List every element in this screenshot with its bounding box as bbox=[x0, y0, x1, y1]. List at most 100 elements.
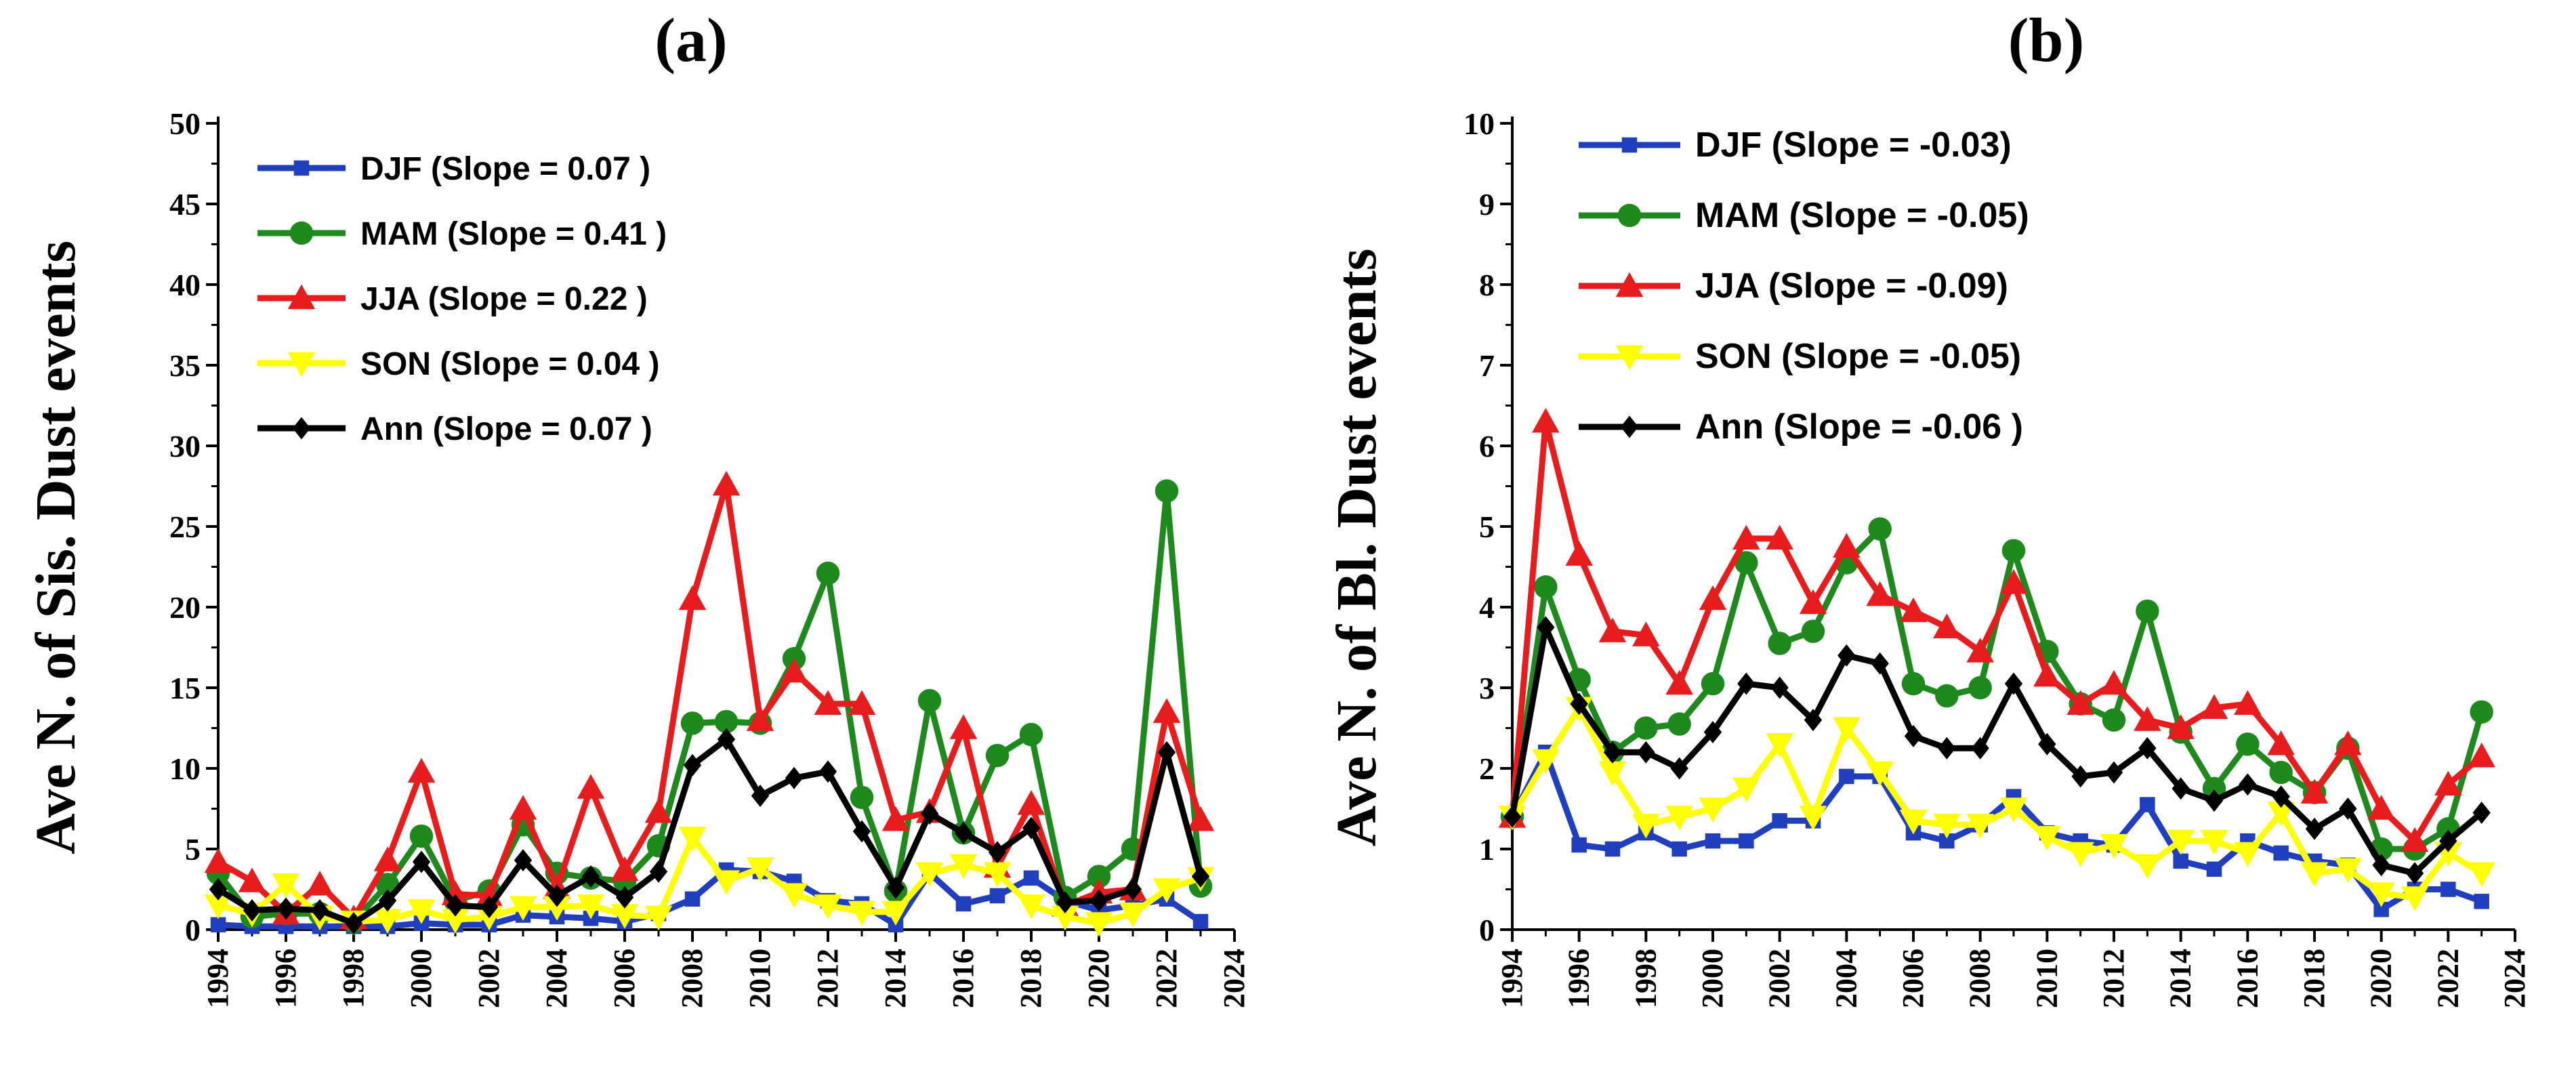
x-tick-label: 2010 bbox=[743, 949, 776, 1008]
data-point-ann bbox=[1837, 644, 1856, 667]
data-point-son bbox=[2367, 882, 2395, 907]
data-point-mam bbox=[1701, 671, 1725, 696]
data-point-jja bbox=[949, 714, 978, 739]
data-point-son bbox=[983, 862, 1012, 887]
data-point-son bbox=[1833, 717, 1861, 742]
data-point-ann bbox=[683, 753, 702, 777]
panel-a-y-axis-label: Ave N. of Sis. Dust events bbox=[24, 241, 87, 854]
data-point-ann bbox=[1123, 878, 1142, 901]
data-point-mam bbox=[1087, 865, 1111, 888]
legend-swatch-marker bbox=[1617, 203, 1642, 228]
data-point-djf bbox=[2140, 797, 2155, 812]
y-tick-label: 5 bbox=[1479, 510, 1495, 544]
data-point-jja bbox=[509, 795, 537, 820]
data-point-ann bbox=[276, 897, 295, 920]
y-tick-label: 0 bbox=[1479, 913, 1495, 947]
data-point-son bbox=[2134, 854, 2161, 880]
data-point-mam bbox=[714, 709, 739, 734]
data-point-djf bbox=[2440, 882, 2456, 897]
data-point-ann bbox=[1537, 616, 1555, 639]
y-tick-label: 25 bbox=[169, 510, 201, 544]
legend-swatch-marker bbox=[289, 221, 314, 245]
data-point-ann bbox=[818, 760, 837, 783]
legend-entry-jja: JJA (Slope = 0.22 ) bbox=[257, 281, 648, 317]
x-tick-label: 2012 bbox=[2097, 949, 2130, 1008]
legend-entry-ann: Ann (Slope = -0.06 ) bbox=[1579, 407, 2023, 447]
x-tick-label: 2024 bbox=[1218, 949, 1251, 1008]
data-point-jja bbox=[1866, 581, 1894, 606]
data-point-son bbox=[1999, 798, 2028, 823]
data-point-son bbox=[1966, 814, 1994, 839]
x-tick-label: 2006 bbox=[1896, 949, 1930, 1008]
legend-swatch-marker bbox=[293, 160, 310, 176]
legend-swatch-marker bbox=[287, 352, 316, 377]
data-point-jja bbox=[1152, 698, 1181, 723]
legend-label: JJA (Slope = -0.09) bbox=[1695, 266, 2008, 306]
data-point-son bbox=[712, 870, 741, 895]
data-point-djf bbox=[1604, 841, 1621, 857]
data-point-son bbox=[577, 894, 605, 919]
legend-entry-son: SON (Slope = -0.05) bbox=[1579, 337, 2021, 376]
legend-label: DJF (Slope = -0.03) bbox=[1695, 125, 2012, 165]
series-line-son bbox=[1510, 705, 2484, 901]
legend-label: Ann (Slope = -0.06 ) bbox=[1695, 407, 2023, 447]
data-point-ann bbox=[886, 876, 905, 899]
panel-a-axes: 0 5 10 15 20 25 30 35 40 45 50 1994 1996 1998 2000 2002… bbox=[169, 106, 1251, 1008]
data-point-ann bbox=[547, 884, 566, 907]
data-point-mam bbox=[816, 561, 840, 585]
data-point-jja bbox=[1017, 790, 1045, 815]
data-point-mam bbox=[2202, 777, 2226, 800]
data-point-ann bbox=[1938, 737, 1956, 760]
data-point-son bbox=[373, 909, 402, 934]
data-point-jja bbox=[2200, 694, 2228, 719]
data-point-son bbox=[1152, 878, 1181, 903]
data-point-mam bbox=[985, 743, 1010, 768]
data-point-djf bbox=[1192, 913, 1209, 930]
data-point-jja bbox=[644, 798, 673, 823]
data-point-ann bbox=[1871, 652, 1889, 675]
data-point-ann bbox=[2239, 773, 2257, 796]
data-point-mam bbox=[1868, 517, 1892, 541]
legend-label: DJF (Slope = 0.07 ) bbox=[360, 151, 650, 187]
data-point-son bbox=[1933, 814, 1961, 839]
data-point-son bbox=[272, 873, 300, 898]
x-tick-label: 2018 bbox=[1014, 949, 1047, 1008]
y-tick-label: 1 bbox=[1479, 832, 1495, 867]
y-tick-label: 4 bbox=[1479, 590, 1495, 625]
data-point-ann bbox=[2339, 798, 2357, 820]
data-point-ann bbox=[2038, 732, 2056, 756]
data-point-mam bbox=[1155, 479, 1179, 503]
x-tick-label: 2000 bbox=[404, 949, 438, 1008]
data-point-ann bbox=[649, 860, 668, 883]
data-point-son bbox=[915, 862, 944, 887]
data-point-son bbox=[1119, 903, 1147, 928]
data-point-ann bbox=[751, 784, 770, 807]
x-tick-label: 2010 bbox=[2030, 949, 2063, 1008]
data-point-ann bbox=[2071, 765, 2090, 788]
y-tick-label: 2 bbox=[1479, 751, 1495, 786]
x-tick-label: 2020 bbox=[1082, 949, 1115, 1008]
data-point-son bbox=[1051, 905, 1079, 931]
legend-label: MAM (Slope = -0.05) bbox=[1695, 196, 2029, 235]
data-point-djf bbox=[989, 888, 1005, 904]
data-point-jja bbox=[2100, 669, 2128, 695]
data-point-son bbox=[204, 894, 232, 919]
data-point-mam bbox=[1667, 712, 1691, 736]
data-point-mam bbox=[1634, 716, 1658, 740]
y-tick-label: 6 bbox=[1479, 429, 1495, 463]
data-point-jja bbox=[2401, 827, 2429, 852]
data-point-jja bbox=[2300, 779, 2329, 804]
data-point-son bbox=[610, 904, 639, 929]
data-point-son bbox=[2033, 825, 2061, 851]
x-tick-label: 2004 bbox=[1829, 949, 1863, 1008]
y-tick-label: 8 bbox=[1479, 268, 1495, 302]
series-djf bbox=[1504, 744, 2489, 917]
data-point-son bbox=[1699, 798, 1727, 823]
data-point-mam bbox=[2102, 708, 2126, 732]
data-point-mam bbox=[409, 824, 434, 848]
data-point-djf bbox=[1705, 833, 1721, 849]
panel-b-series bbox=[1498, 408, 2495, 917]
data-point-djf bbox=[1023, 870, 1039, 886]
data-point-jja bbox=[1732, 524, 1760, 550]
x-tick-label: 2012 bbox=[811, 949, 844, 1008]
